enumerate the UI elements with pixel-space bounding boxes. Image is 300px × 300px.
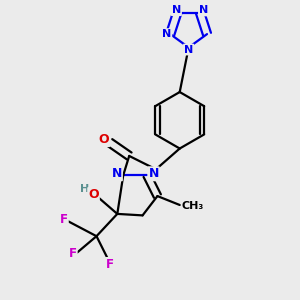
Text: O: O (99, 133, 109, 146)
Text: N: N (184, 44, 193, 55)
Text: F: F (69, 247, 77, 260)
Text: N: N (112, 167, 122, 180)
Text: N: N (162, 29, 171, 39)
Text: N: N (172, 5, 181, 15)
Text: F: F (60, 213, 68, 226)
Text: CH₃: CH₃ (182, 201, 204, 211)
Text: O: O (88, 188, 99, 201)
Text: N: N (199, 5, 208, 15)
Text: N: N (148, 167, 159, 180)
Text: H: H (80, 184, 89, 194)
Text: F: F (106, 258, 114, 271)
